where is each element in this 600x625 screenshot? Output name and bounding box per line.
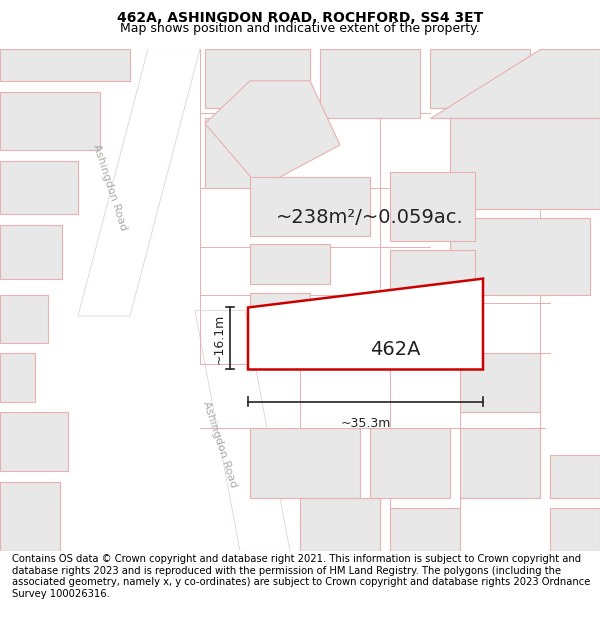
- Polygon shape: [250, 244, 330, 284]
- Text: ~35.3m: ~35.3m: [340, 416, 391, 429]
- Polygon shape: [450, 118, 600, 209]
- Text: ~238m²/~0.059ac.: ~238m²/~0.059ac.: [276, 208, 464, 227]
- Polygon shape: [450, 217, 590, 294]
- Polygon shape: [0, 482, 60, 551]
- Polygon shape: [250, 428, 360, 498]
- Polygon shape: [0, 225, 62, 279]
- Polygon shape: [205, 118, 275, 188]
- Polygon shape: [300, 498, 380, 551]
- Polygon shape: [390, 250, 475, 294]
- Polygon shape: [205, 49, 310, 108]
- Text: Contains OS data © Crown copyright and database right 2021. This information is : Contains OS data © Crown copyright and d…: [12, 554, 590, 599]
- Polygon shape: [460, 354, 540, 412]
- Text: Ashingdon Road: Ashingdon Road: [91, 143, 129, 232]
- Polygon shape: [550, 509, 600, 551]
- Polygon shape: [370, 428, 450, 498]
- Polygon shape: [320, 49, 420, 118]
- Polygon shape: [248, 279, 483, 369]
- Text: 462A, ASHINGDON ROAD, ROCHFORD, SS4 3ET: 462A, ASHINGDON ROAD, ROCHFORD, SS4 3ET: [117, 11, 483, 25]
- Polygon shape: [250, 292, 310, 327]
- Polygon shape: [460, 428, 540, 498]
- Text: ~16.1m: ~16.1m: [213, 313, 226, 364]
- Polygon shape: [0, 294, 48, 343]
- Polygon shape: [250, 177, 370, 236]
- Polygon shape: [550, 455, 600, 498]
- Polygon shape: [390, 172, 475, 241]
- Text: Map shows position and indicative extent of the property.: Map shows position and indicative extent…: [120, 22, 480, 35]
- Polygon shape: [0, 91, 100, 151]
- Polygon shape: [0, 161, 78, 214]
- Polygon shape: [430, 49, 600, 118]
- Polygon shape: [390, 303, 475, 348]
- Polygon shape: [0, 354, 35, 402]
- Text: 462A: 462A: [370, 339, 421, 359]
- Polygon shape: [78, 49, 200, 316]
- Polygon shape: [205, 81, 340, 188]
- Text: Ashingdon Road: Ashingdon Road: [201, 400, 239, 489]
- Polygon shape: [390, 509, 460, 551]
- Polygon shape: [0, 49, 130, 81]
- Polygon shape: [0, 412, 68, 471]
- Polygon shape: [195, 311, 290, 551]
- Polygon shape: [430, 49, 530, 108]
